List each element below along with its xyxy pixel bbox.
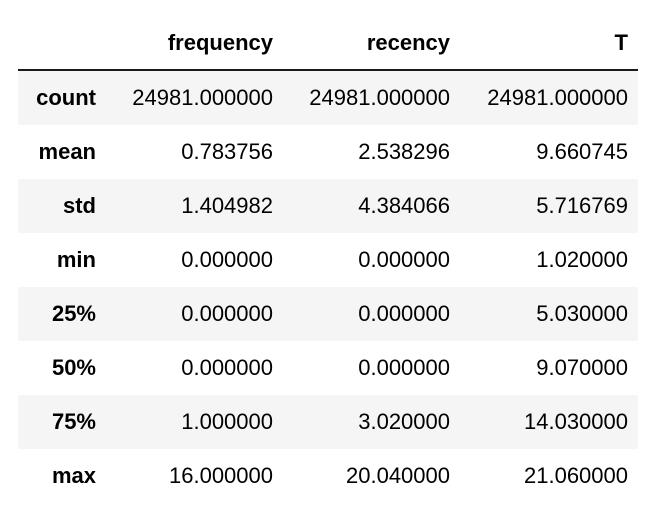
- table-cell: 0.000000: [181, 301, 273, 326]
- table-cell: 0.000000: [181, 247, 273, 272]
- table-cell: 1.020000: [536, 247, 628, 272]
- table-cell: 0.783756: [181, 139, 273, 164]
- row-label: count: [36, 85, 96, 110]
- table-cell: 1.404982: [181, 193, 273, 218]
- table-cell: 21.060000: [524, 463, 628, 488]
- index-header: [18, 17, 106, 71]
- table-cell: 0.000000: [181, 355, 273, 380]
- row-label: min: [56, 247, 96, 272]
- row-label: 75%: [51, 409, 96, 434]
- row-label: max: [51, 463, 96, 488]
- table-row: mean 0.783756 2.538296 9.660745: [18, 125, 638, 179]
- row-label: 50%: [51, 355, 96, 380]
- dataframe-output: frequency recency T count 24981.000000 2…: [18, 17, 638, 503]
- column-header-frequency: frequency: [106, 17, 283, 71]
- table-cell: 2.538296: [358, 139, 450, 164]
- table-cell: 9.070000: [536, 355, 628, 380]
- row-label: 25%: [51, 301, 96, 326]
- row-label: std: [63, 193, 96, 218]
- table-cell: 5.716769: [536, 193, 628, 218]
- header-row: frequency recency T: [18, 17, 638, 71]
- table-row: 75% 1.000000 3.020000 14.030000: [18, 395, 638, 449]
- table-cell: 1.000000: [181, 409, 273, 434]
- table-cell: 0.000000: [358, 247, 450, 272]
- table-row: min 0.000000 0.000000 1.020000: [18, 233, 638, 287]
- table-cell: 9.660745: [536, 139, 628, 164]
- row-label: mean: [38, 139, 96, 164]
- describe-table: frequency recency T count 24981.000000 2…: [18, 17, 638, 503]
- table-row: 50% 0.000000 0.000000 9.070000: [18, 341, 638, 395]
- column-header-t: T: [460, 17, 638, 71]
- table-row: count 24981.000000 24981.000000 24981.00…: [18, 70, 638, 125]
- table-header: frequency recency T: [18, 17, 638, 71]
- table-cell: 0.000000: [358, 355, 450, 380]
- table-cell: 24981.000000: [309, 85, 450, 110]
- table-cell: 4.384066: [358, 193, 450, 218]
- table-row: 25% 0.000000 0.000000 5.030000: [18, 287, 638, 341]
- table-cell: 20.040000: [346, 463, 450, 488]
- table-row: max 16.000000 20.040000 21.060000: [18, 449, 638, 503]
- table-cell: 24981.000000: [132, 85, 273, 110]
- table-cell: 14.030000: [524, 409, 628, 434]
- table-cell: 0.000000: [358, 301, 450, 326]
- table-body: count 24981.000000 24981.000000 24981.00…: [18, 70, 638, 503]
- table-cell: 5.030000: [536, 301, 628, 326]
- column-header-recency: recency: [283, 17, 460, 71]
- table-cell: 3.020000: [358, 409, 450, 434]
- table-row: std 1.404982 4.384066 5.716769: [18, 179, 638, 233]
- table-cell: 16.000000: [169, 463, 273, 488]
- table-cell: 24981.000000: [487, 85, 628, 110]
